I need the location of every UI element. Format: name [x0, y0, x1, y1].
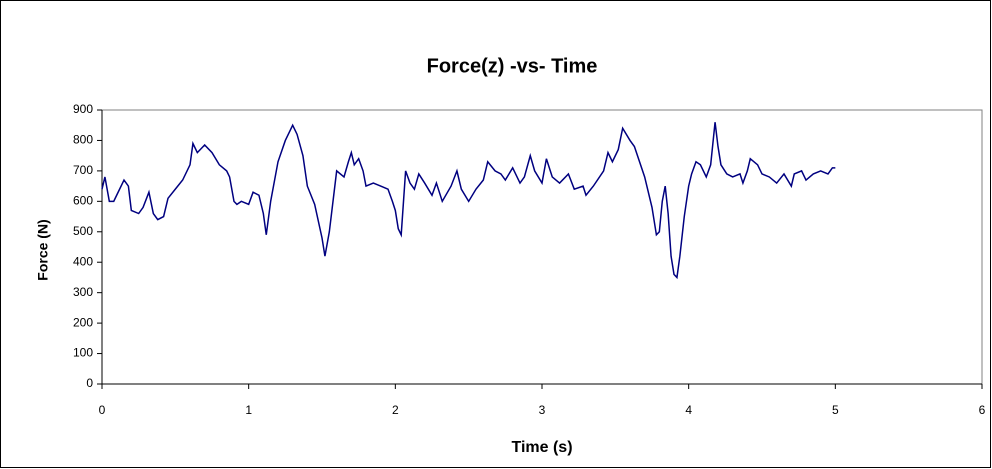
x-tick-label: 4: [685, 403, 692, 417]
y-tick-label: 0: [86, 376, 93, 390]
y-tick-label: 900: [73, 102, 93, 116]
y-tick-label: 300: [73, 285, 93, 299]
data-line: [101, 122, 836, 280]
x-tick-label: 2: [392, 403, 399, 417]
y-tick-label: 500: [73, 224, 93, 238]
chart-title: Force(z) -vs- Time: [427, 55, 598, 77]
x-tick-label: 1: [245, 403, 252, 417]
y-tick-label: 400: [73, 254, 93, 268]
x-tick-label: 3: [539, 403, 546, 417]
y-tick-label: 800: [73, 133, 93, 147]
y-tick-label: 700: [73, 163, 93, 177]
x-tick-label: 5: [832, 403, 839, 417]
y-tick-label: 100: [73, 346, 93, 360]
x-tick-label: 0: [99, 403, 106, 417]
y-tick-label: 200: [73, 315, 93, 329]
y-tick-label: 600: [73, 194, 93, 208]
x-tick-label: 6: [979, 403, 986, 417]
x-axis-title: Time (s): [511, 439, 572, 456]
y-axis-title: Force (N): [35, 219, 51, 280]
plot-area: [101, 109, 983, 385]
